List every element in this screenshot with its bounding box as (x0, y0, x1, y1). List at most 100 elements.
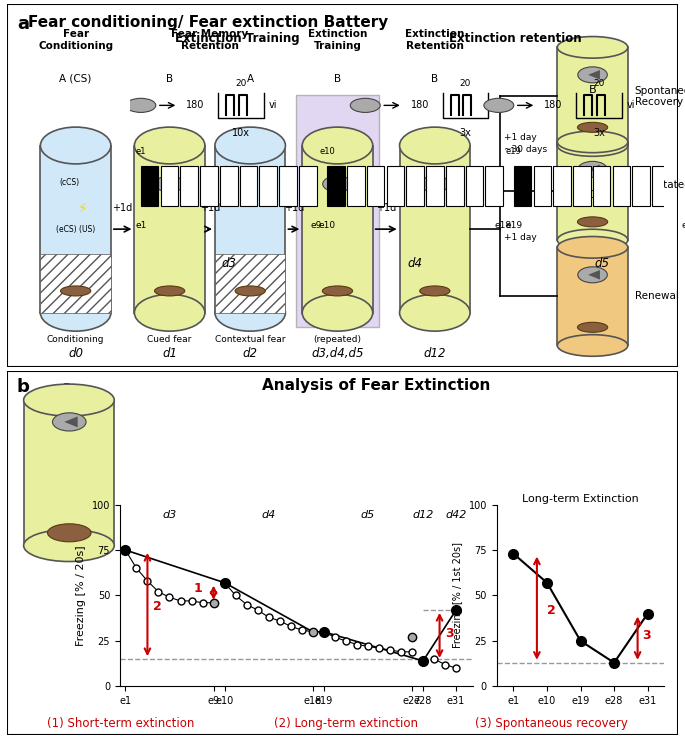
Polygon shape (333, 179, 345, 188)
Ellipse shape (215, 127, 286, 164)
Circle shape (323, 176, 352, 192)
Text: ~30 days: ~30 days (503, 145, 547, 154)
Bar (553, 166, 571, 206)
Ellipse shape (577, 322, 608, 332)
Text: e19: e19 (506, 147, 522, 156)
Bar (200, 166, 218, 206)
Text: d5: d5 (594, 257, 609, 270)
Ellipse shape (40, 295, 111, 331)
Circle shape (577, 267, 608, 283)
Ellipse shape (215, 295, 286, 331)
Text: e19: e19 (506, 221, 523, 231)
Ellipse shape (323, 286, 353, 296)
Ellipse shape (558, 36, 627, 58)
Bar (672, 166, 685, 206)
Polygon shape (588, 165, 600, 174)
Text: b: b (17, 378, 29, 396)
Text: e18: e18 (495, 221, 512, 231)
Bar (573, 166, 590, 206)
Text: Renewal: Renewal (634, 292, 678, 301)
Bar (299, 166, 316, 206)
Bar (558, 247, 627, 346)
Bar (367, 166, 384, 206)
Text: d3: d3 (162, 510, 177, 520)
Text: 20: 20 (236, 79, 247, 88)
Text: d3,d4,d5: d3,d4,d5 (311, 347, 364, 360)
Bar (295, 94, 379, 327)
Text: Extinction
Training: Extinction Training (308, 29, 367, 50)
Circle shape (420, 176, 449, 192)
Text: 2: 2 (153, 600, 162, 613)
Polygon shape (64, 416, 77, 427)
Ellipse shape (155, 286, 185, 296)
Bar (347, 166, 364, 206)
Bar (23, 400, 114, 545)
Text: +1d: +1d (200, 203, 220, 213)
Text: a: a (17, 15, 29, 33)
Circle shape (155, 176, 184, 192)
Text: 180: 180 (544, 100, 562, 111)
Text: Spontaneous
Recovery: Spontaneous Recovery (634, 85, 685, 108)
Bar (514, 166, 532, 206)
Polygon shape (588, 70, 600, 79)
Text: vi: vi (493, 100, 502, 111)
Ellipse shape (134, 295, 205, 331)
Text: d3: d3 (221, 257, 236, 270)
Bar (40, 145, 111, 313)
Ellipse shape (23, 530, 114, 562)
Text: Cued fear: Cued fear (147, 335, 192, 344)
Circle shape (126, 98, 155, 113)
Text: e10: e10 (319, 221, 336, 231)
Ellipse shape (40, 127, 111, 164)
Y-axis label: Freezing [% / 1st 20s]: Freezing [% / 1st 20s] (453, 542, 463, 649)
Text: ⚡: ⚡ (77, 202, 87, 216)
Text: +1 day: +1 day (503, 233, 536, 242)
Ellipse shape (558, 135, 627, 157)
Text: (repeated): (repeated) (314, 335, 362, 344)
Text: e9: e9 (311, 221, 323, 231)
Text: 20: 20 (460, 79, 471, 88)
Ellipse shape (558, 131, 627, 153)
Bar (327, 166, 345, 206)
Bar (180, 166, 198, 206)
Ellipse shape (577, 217, 608, 227)
Text: (1) Short-term extinction: (1) Short-term extinction (47, 717, 195, 730)
Text: Contextual fear: Contextual fear (215, 335, 286, 344)
Text: B: B (166, 73, 173, 84)
Text: +1d: +1d (112, 203, 133, 213)
Text: Conditioning: Conditioning (47, 335, 104, 344)
Text: vi: vi (627, 100, 636, 111)
Text: d42: d42 (445, 510, 466, 520)
Text: 3x: 3x (460, 128, 471, 138)
Bar (141, 166, 158, 206)
Text: (3) Spontaneous recovery: (3) Spontaneous recovery (475, 717, 628, 730)
Bar (446, 166, 464, 206)
Bar (40, 255, 111, 313)
Text: (eCS) (US): (eCS) (US) (56, 225, 95, 234)
Text: 180: 180 (186, 100, 205, 111)
Ellipse shape (134, 127, 205, 164)
Ellipse shape (420, 286, 450, 296)
Bar (652, 166, 670, 206)
Ellipse shape (302, 127, 373, 164)
Bar (279, 166, 297, 206)
Text: 3x: 3x (593, 128, 605, 138)
Text: e10: e10 (319, 147, 335, 156)
Text: 3: 3 (643, 629, 651, 642)
Bar (386, 166, 404, 206)
Text: Extinction Training: Extinction Training (175, 32, 299, 45)
Text: Fear
Conditioning: Fear Conditioning (38, 29, 113, 50)
Bar (426, 166, 444, 206)
Text: 10x: 10x (232, 128, 250, 138)
Text: 20: 20 (593, 79, 605, 88)
Text: Reinstate-
ment: Reinstate- ment (634, 180, 685, 202)
Text: +1d: +1d (376, 203, 396, 213)
Text: C: C (588, 190, 597, 200)
Polygon shape (588, 270, 600, 280)
Text: d5: d5 (361, 510, 375, 520)
Circle shape (577, 161, 608, 177)
Circle shape (350, 98, 380, 113)
Text: Extinction retention: Extinction retention (449, 32, 581, 45)
Bar (406, 166, 424, 206)
Text: B: B (432, 73, 438, 84)
